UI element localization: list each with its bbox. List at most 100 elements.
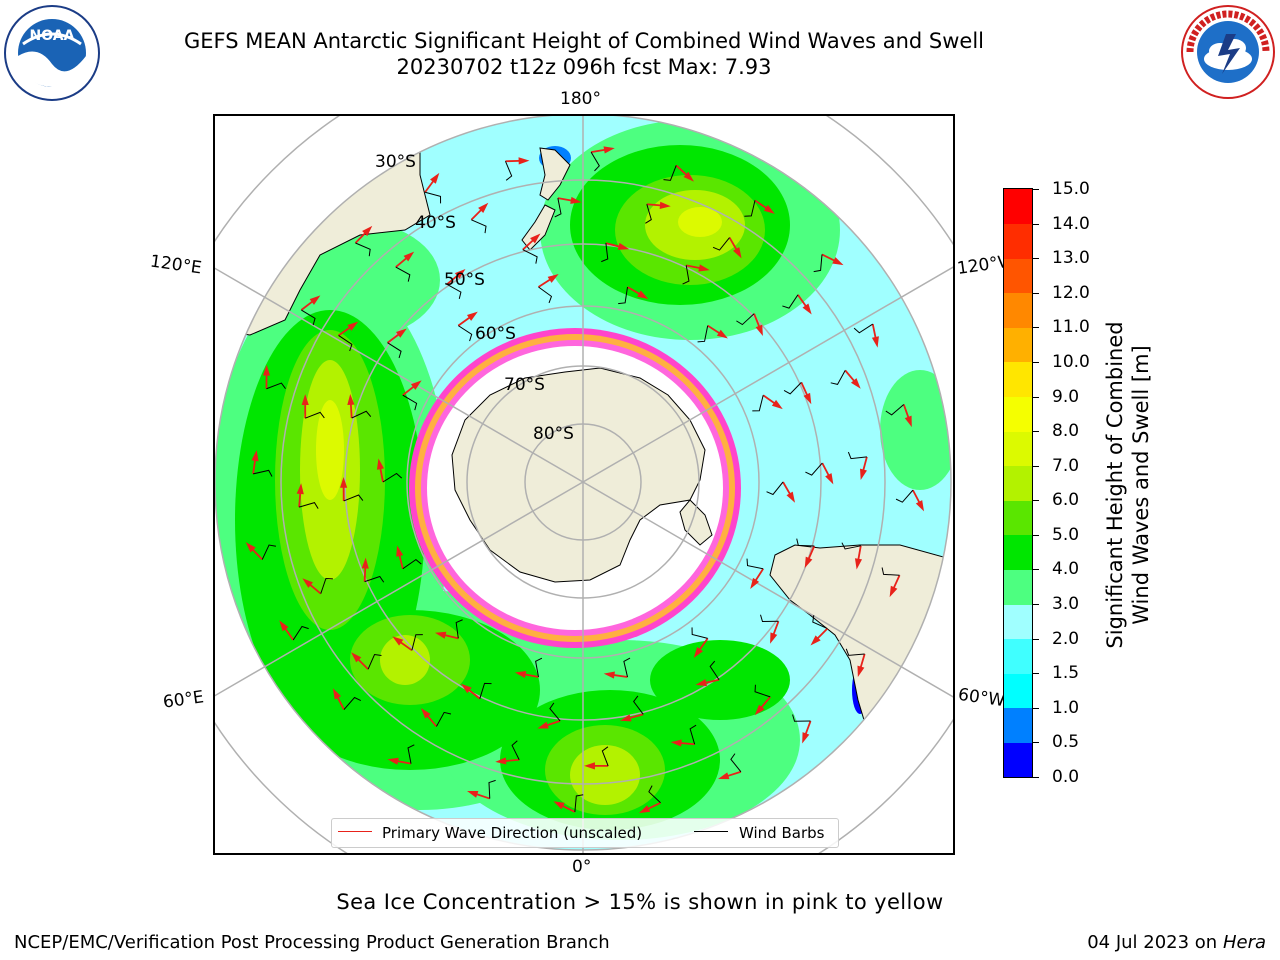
wind-barb [847,451,867,460]
colorbar-segment [1004,292,1032,328]
wave-direction-arrowhead [396,328,407,338]
wave-direction-arrowhead [514,670,527,679]
wave-direction-arrowhead [803,392,812,405]
nws-logo-icon [1181,5,1275,99]
wave-direction-label: Primary Wave Direction (unscaled) [382,824,643,842]
colorbar-tick-label: 9.0 [1052,386,1080,407]
colorbar-segment [1004,189,1032,225]
wind-barb [266,382,286,390]
colorbar-tick [1033,707,1039,709]
wind-barb [853,323,874,334]
wave-direction-arrowhead [466,311,478,321]
colorbar-tick [1033,258,1039,260]
footer-branch: NCEP/EMC/Verification Post Processing Pr… [14,932,610,953]
wave-direction-arrowhead [454,269,466,279]
wind-barb [663,165,677,181]
wave-direction-arrowhead [296,483,304,495]
colorbar-title: Significant Height of Combined Wind Wave… [1102,321,1154,648]
colorbar-tick [1033,500,1039,502]
wind-barb [712,237,730,251]
wave-direction-arrowhead [670,739,682,747]
wind-barb [730,753,742,773]
colorbar-tick [1033,638,1039,640]
footer-date: 04 Jul 2023 on Hera [1087,932,1266,953]
colorbar-segment [1004,431,1032,467]
wave-direction-arrowhead [495,757,507,765]
colorbar-segment [1004,638,1032,674]
colorbar-tick-label: 0.0 [1052,767,1080,787]
wave-direction-arrowhead [309,295,321,305]
wave-direction-arrowhead [802,732,810,744]
wave-direction-arrowhead [461,683,472,694]
colorbar-tick-label: 1.5 [1052,663,1080,684]
antarctica [451,367,706,583]
wind-barb [623,657,631,678]
wind-barb [411,634,423,651]
wind-barb [895,489,914,503]
wave-direction-arrowhead [301,394,309,405]
wind-barb [682,265,690,285]
wave-direction-arrowhead [403,251,415,262]
wind-barb [574,794,584,812]
wind-barb [471,219,487,234]
colorbar-tick [1033,223,1039,225]
wind-barb [845,648,865,656]
wave-direction-arrowhead [410,380,422,390]
colorbar-segment [1004,361,1032,398]
lat-label-40s: 40°S [415,213,456,233]
wave-direction-arrowhead [279,620,289,632]
wave-direction-arrowhead [620,714,632,722]
colorbar-title-line2: Wind Waves and Swell [m] [1129,345,1153,625]
colorbar-tick [1033,777,1039,778]
wind-barb [590,151,600,172]
wind-barb [355,242,371,257]
wave-direction-arrowhead [733,247,742,259]
wind-barb [766,481,784,496]
wave-direction-arrowhead [750,577,760,589]
wind-barb [488,779,496,799]
wave-direction-arrowhead [617,242,630,250]
wind-barb [812,615,828,629]
colorbar-tick-label: 11.0 [1052,317,1090,338]
wind-barb [792,714,811,722]
vector-layer [245,146,925,814]
wave-direction-arrowhead [804,556,813,569]
colorbar-tick [1033,327,1039,329]
wind-barb [830,370,846,385]
colorbar-segment [1004,327,1032,363]
lon-label-0: 0° [572,857,592,877]
wave-direction-swatch [338,831,372,832]
colorbar-tick [1033,396,1039,398]
wind-barb [320,577,333,594]
lat-label-50s: 50°S [444,270,485,290]
wave-direction-arrowhead [771,399,783,410]
wave-direction-arrowhead [716,329,728,339]
colorbar-tick-label: 10.0 [1052,351,1090,372]
colorbar-tick-label: 7.0 [1052,455,1080,476]
wave-direction-arrowhead [347,321,359,331]
chart-title: GEFS MEAN Antarctic Significant Height o… [183,29,985,53]
colorbar-tick [1033,189,1039,190]
wind-barb [367,654,382,670]
wind-barb [689,724,697,745]
wind-barb [648,785,661,804]
wind-barb [252,469,273,477]
wind-barb [261,544,277,560]
colorbar-segment [1004,604,1032,640]
wind-barb [736,313,755,326]
wind-barb [343,494,364,502]
colorbar-segment [1004,707,1032,743]
colorbar-tick-label: 4.0 [1052,559,1080,580]
wave-direction-arrowhead [854,558,863,570]
wind-barb [881,567,900,576]
wave-direction-arrowhead [754,704,765,716]
wave-direction-arrowhead [518,157,530,165]
colorbar-tick [1033,361,1039,363]
wind-barb [554,198,562,218]
wave-direction-arrowhead [430,172,440,184]
colorbar-tick [1033,534,1039,536]
wave-direction-arrowhead [857,665,865,678]
colorbar-tick [1033,292,1039,294]
wave-direction-arrowhead [638,805,651,814]
wave-direction-arrowhead [755,324,763,337]
